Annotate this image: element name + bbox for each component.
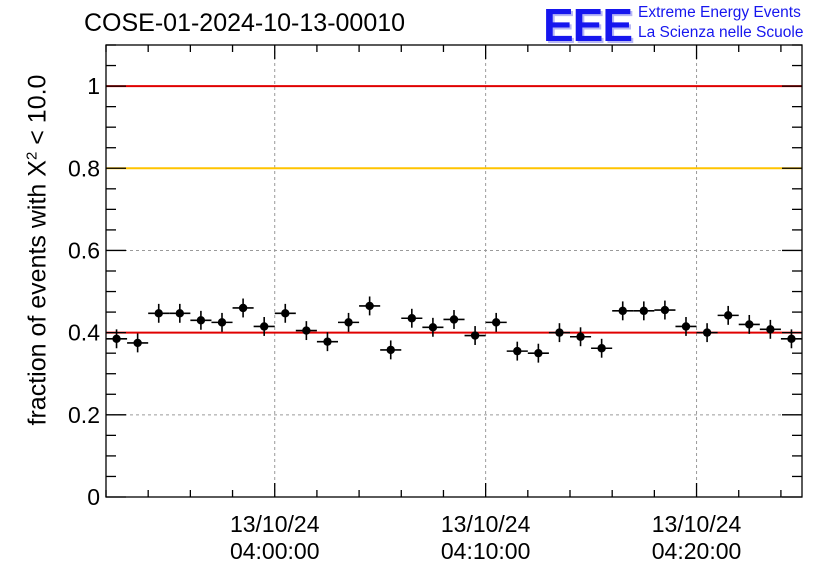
data-point <box>359 296 381 316</box>
data-marker <box>787 334 796 343</box>
data-marker <box>281 309 290 318</box>
data-marker <box>428 323 438 332</box>
data-point <box>443 310 465 329</box>
data-point <box>633 301 655 321</box>
data-marker <box>576 332 585 341</box>
data-point <box>738 314 760 334</box>
y-tick-label: 0.2 <box>68 402 100 428</box>
data-point <box>380 340 402 360</box>
x-tick-label-date: 13/10/24 <box>230 511 320 537</box>
data-point <box>316 332 338 352</box>
data-point <box>464 326 486 345</box>
data-marker <box>766 325 775 334</box>
data-point <box>148 303 170 323</box>
logo-text-line2: La Scienza nelle Scuole <box>638 24 804 41</box>
y-tick-label: 0.6 <box>68 237 100 263</box>
axes <box>105 44 803 498</box>
eee-logo: EEE <box>543 0 633 51</box>
data-point <box>696 323 718 343</box>
data-marker <box>133 338 142 348</box>
data-point <box>295 321 317 341</box>
data-point <box>527 343 549 363</box>
data-marker <box>217 318 227 327</box>
data-marker <box>449 315 459 324</box>
data-point <box>232 298 254 318</box>
logo-text-line1: Extreme Energy Events <box>638 4 801 21</box>
data-point <box>211 312 233 332</box>
data-marker <box>344 318 353 327</box>
data-marker <box>386 345 395 355</box>
data-marker <box>238 303 248 313</box>
data-point <box>675 317 697 336</box>
data-marker <box>723 311 733 320</box>
data-marker <box>534 348 543 358</box>
y-tick-label: 1 <box>87 73 100 99</box>
x-tick-label-time: 04:00:00 <box>230 538 320 564</box>
data-point <box>422 317 444 337</box>
data-point <box>127 333 149 353</box>
y-tick-label: 0.4 <box>68 320 100 346</box>
data-marker <box>660 305 670 315</box>
data-point <box>717 305 739 325</box>
data-marker <box>597 344 606 353</box>
data-point <box>570 327 592 347</box>
data-marker <box>323 337 332 346</box>
data-marker <box>745 320 754 329</box>
data-point <box>274 303 296 323</box>
data-point <box>759 319 781 339</box>
data-marker <box>407 314 417 323</box>
data-marker <box>112 334 121 343</box>
data-marker <box>639 306 649 316</box>
x-tick-label-time: 04:10:00 <box>441 538 531 564</box>
data-point <box>591 338 613 358</box>
data-marker <box>175 309 185 318</box>
plot-frame <box>105 44 803 498</box>
data-marker <box>491 318 501 327</box>
data-point <box>654 300 676 320</box>
y-tick-label: 0.8 <box>68 155 100 181</box>
data-point <box>612 301 634 321</box>
data-marker <box>154 309 163 318</box>
data-point <box>506 341 528 361</box>
tick-labels: 00.20.40.60.8113/10/2404:00:0013/10/2404… <box>68 73 742 564</box>
data-point <box>190 310 212 330</box>
data-point <box>253 317 275 336</box>
x-tick-label-time: 04:20:00 <box>652 538 742 564</box>
data-point <box>338 312 360 332</box>
data-point <box>485 312 507 332</box>
x-tick-label-date: 13/10/24 <box>652 511 742 537</box>
data-marker <box>618 306 627 316</box>
reference-lines <box>106 85 802 334</box>
data-marker <box>702 328 712 337</box>
data-point <box>548 323 570 343</box>
data-marker <box>470 331 480 340</box>
data-marker <box>555 328 564 337</box>
data-marker <box>259 322 269 331</box>
data-marker <box>681 322 691 331</box>
y-tick-label: 0 <box>87 484 100 510</box>
data-points <box>106 296 802 363</box>
data-marker <box>302 326 311 335</box>
data-marker <box>196 316 206 325</box>
data-point <box>169 303 191 323</box>
x-tick-label-date: 13/10/24 <box>441 511 531 537</box>
grid-layer <box>106 45 802 497</box>
chart-title: COSE-01-2024-10-13-00010 <box>84 9 406 37</box>
data-marker <box>365 301 374 311</box>
data-marker <box>513 346 522 356</box>
data-point <box>401 308 423 328</box>
